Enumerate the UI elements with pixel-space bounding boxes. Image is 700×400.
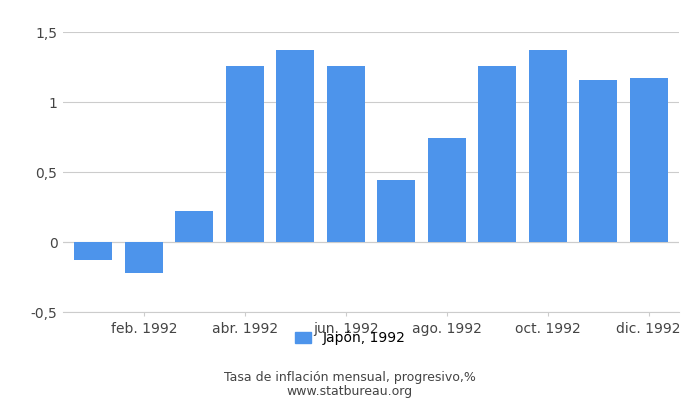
Bar [125,242,162,273]
Text: www.statbureau.org: www.statbureau.org [287,385,413,398]
Bar [580,80,617,242]
Bar [74,242,112,260]
Bar [630,78,668,242]
Bar [175,211,214,242]
Bar [377,180,415,242]
Bar [226,66,264,242]
Bar [528,50,567,242]
Legend: Japón, 1992: Japón, 1992 [295,330,405,345]
Bar [327,66,365,242]
Bar [276,50,314,242]
Text: Tasa de inflación mensual, progresivo,%: Tasa de inflación mensual, progresivo,% [224,372,476,384]
Bar [478,66,516,242]
Bar [428,138,466,242]
